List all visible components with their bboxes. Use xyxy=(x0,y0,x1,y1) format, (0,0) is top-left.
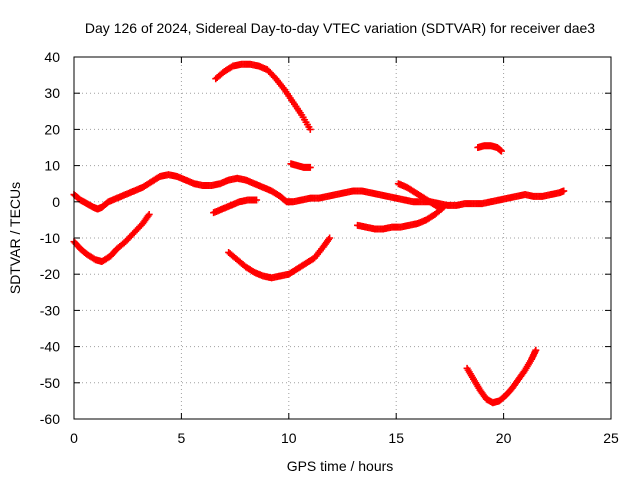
x-tick-label: 20 xyxy=(496,430,512,446)
chart-title: Day 126 of 2024, Sidereal Day-to-day VTE… xyxy=(85,20,595,36)
grid xyxy=(74,57,611,419)
x-tick-label: 0 xyxy=(70,430,78,446)
data-point xyxy=(560,187,568,195)
tick-labels: 0 5 10 15 20 25 -60 -50 -40 -30 -20 -10 0 10 20 30 40 xyxy=(40,49,619,446)
y-axis-label: SDTVAR / TECUs xyxy=(7,182,23,294)
y-tick-label: -30 xyxy=(40,302,60,318)
data-point xyxy=(144,212,152,220)
series-track-6 xyxy=(210,196,261,217)
data-point xyxy=(306,163,314,171)
y-tick-label: -60 xyxy=(40,411,60,427)
y-tick-label: 30 xyxy=(44,85,60,101)
y-tick-label: 20 xyxy=(44,121,60,137)
y-tick-label: 0 xyxy=(52,194,60,210)
x-tick-label: 15 xyxy=(388,430,404,446)
x-axis-label: GPS time / hours xyxy=(287,458,394,474)
data-point xyxy=(326,234,334,242)
series-track-11 xyxy=(463,346,540,407)
series-track-1 xyxy=(70,171,568,213)
x-tick-label: 25 xyxy=(603,430,619,446)
data-point xyxy=(436,204,444,212)
series-track-7 xyxy=(225,234,334,282)
data-point xyxy=(253,196,261,204)
y-tick-label: -50 xyxy=(40,375,60,391)
y-tick-label: 40 xyxy=(44,49,60,65)
data-point xyxy=(306,125,314,133)
data-series xyxy=(70,60,568,407)
x-tick-label: 10 xyxy=(281,430,297,446)
data-point xyxy=(437,205,445,213)
y-tick-label: -40 xyxy=(40,339,60,355)
y-tick-label: 10 xyxy=(44,158,60,174)
data-point xyxy=(325,236,333,244)
series-track-5 xyxy=(287,160,314,171)
tick-marks xyxy=(73,56,612,420)
y-tick-label: -10 xyxy=(40,230,60,246)
y-tick-label: -20 xyxy=(40,266,60,282)
data-point xyxy=(497,147,505,155)
data-point xyxy=(532,346,540,354)
x-tick-label: 5 xyxy=(178,430,186,446)
series-track-2 xyxy=(70,210,153,266)
series-track-9 xyxy=(394,180,445,213)
series-track-10 xyxy=(474,142,505,155)
series-track-4 xyxy=(255,62,314,133)
data-point xyxy=(145,210,153,218)
